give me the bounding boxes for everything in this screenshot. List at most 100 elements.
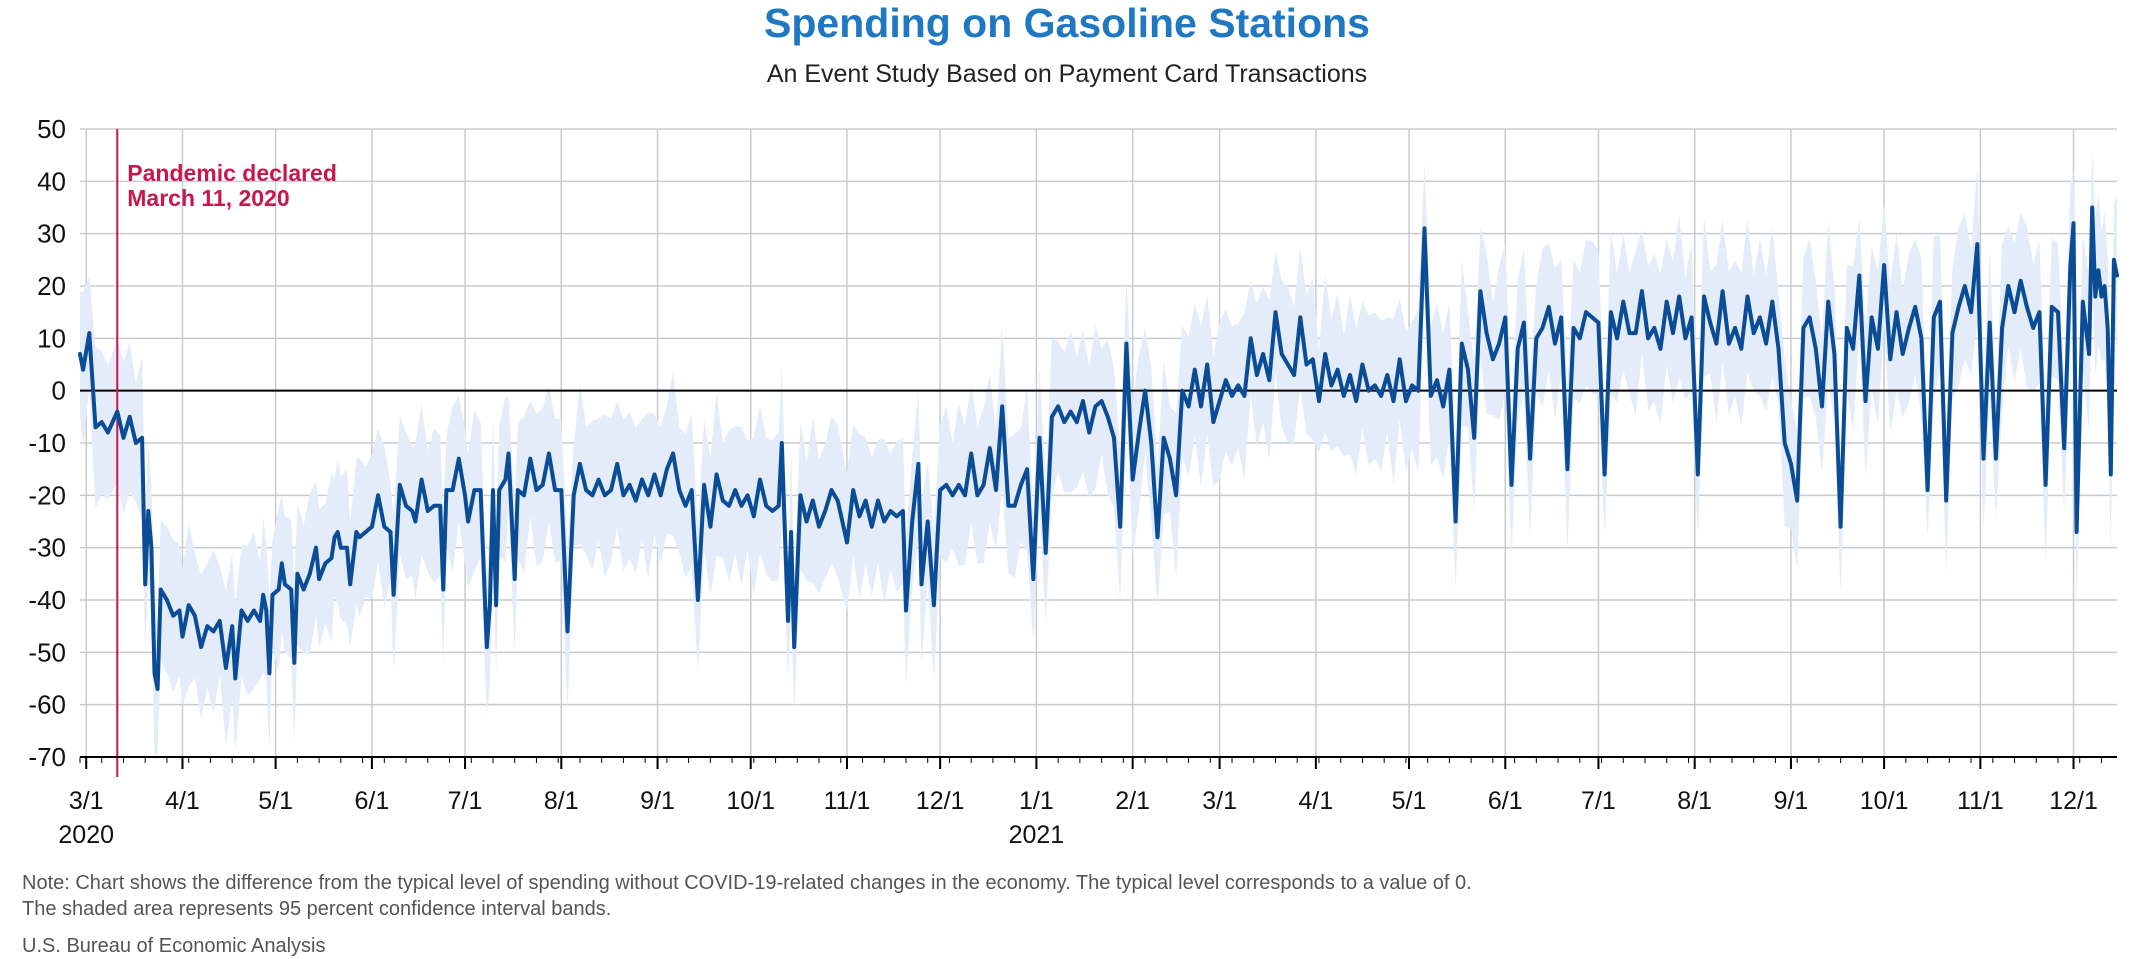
- x-tick-label: 10/1: [1860, 787, 1909, 815]
- data-point: [140, 436, 144, 440]
- data-point: [2068, 263, 2073, 267]
- data-point: [1782, 441, 1787, 445]
- data-point: [665, 467, 669, 472]
- data-point: [1460, 341, 1464, 346]
- data-point: [1236, 383, 1240, 388]
- data-point: [1329, 383, 1334, 388]
- data-point: [994, 488, 998, 492]
- data-point: [1751, 331, 1756, 335]
- source-label: U.S. Bureau of Economic Analysis: [22, 935, 326, 957]
- x-tick-label: 4/1: [165, 787, 200, 815]
- data-point: [1547, 305, 1551, 309]
- data-point: [1224, 378, 1228, 383]
- y-tick-label: 0: [52, 376, 66, 406]
- data-point: [609, 488, 613, 492]
- data-point: [969, 451, 973, 456]
- data-point: [950, 493, 955, 498]
- data-point: [211, 629, 216, 634]
- data-point: [1727, 341, 1731, 346]
- data-point: [2096, 268, 2101, 273]
- data-point: [348, 582, 353, 587]
- data-point: [1658, 347, 1663, 351]
- data-point: [438, 504, 443, 508]
- data-point: [919, 582, 924, 587]
- data-point: [1894, 310, 1899, 315]
- data-point: [388, 530, 393, 534]
- data-point: [652, 472, 657, 477]
- x-tick-label: 5/1: [1392, 787, 1427, 815]
- data-point: [1503, 315, 1508, 320]
- data-point: [739, 504, 744, 508]
- x-tick-label: 5/1: [258, 787, 293, 815]
- data-point: [1373, 383, 1377, 388]
- chart-subtitle: An Event Study Based on Payment Card Tra…: [766, 60, 1368, 88]
- data-point: [1106, 415, 1110, 419]
- data-point: [1578, 336, 1582, 341]
- data-point: [370, 524, 374, 529]
- data-point: [171, 613, 175, 618]
- data-point: [1602, 472, 1607, 477]
- data-point: [146, 509, 151, 513]
- data-point: [1137, 430, 1141, 435]
- y-tick-label: -50: [28, 637, 66, 667]
- data-point: [1708, 320, 1712, 325]
- data-point: [270, 593, 275, 597]
- y-tick-label: -70: [28, 742, 66, 772]
- data-point: [127, 415, 132, 419]
- data-point: [1838, 524, 1843, 529]
- data-point: [1969, 310, 1973, 315]
- data-point: [1379, 394, 1383, 398]
- data-point: [1180, 388, 1185, 393]
- data-point: [1323, 352, 1327, 356]
- data-point: [245, 619, 250, 623]
- x-tick-label: 10/1: [726, 787, 775, 815]
- data-point: [1056, 404, 1060, 409]
- data-point: [1273, 310, 1278, 315]
- data-point: [1764, 341, 1768, 346]
- data-point: [1851, 347, 1855, 351]
- data-point: [1317, 399, 1321, 403]
- data-point: [261, 593, 266, 597]
- data-point: [2102, 284, 2107, 288]
- data-point: [1112, 436, 1116, 440]
- data-point: [1664, 299, 1669, 304]
- y-axis: 50 40 30 20 10 0 -10 -20 -30 -40 -50 -60 -70: [28, 114, 66, 772]
- x-tick-label: 11/1: [824, 787, 871, 815]
- data-point: [233, 676, 238, 681]
- data-point: [792, 645, 796, 649]
- data-point: [258, 619, 262, 623]
- data-point: [1019, 483, 1023, 487]
- data-point: [1006, 504, 1011, 508]
- data-point: [1845, 326, 1849, 330]
- data-point: [1354, 399, 1358, 403]
- data-point: [689, 488, 694, 492]
- data-point: [1168, 456, 1172, 461]
- data-point: [1385, 373, 1390, 377]
- data-point: [1981, 456, 1986, 461]
- data-point: [1733, 326, 1737, 330]
- data-point: [1292, 373, 1296, 377]
- data-point: [289, 587, 294, 592]
- data-point: [1907, 326, 1911, 330]
- data-point: [301, 587, 306, 592]
- data-point: [81, 367, 85, 372]
- data-point: [1248, 336, 1253, 341]
- data-point: [1193, 367, 1197, 372]
- data-point: [224, 666, 228, 670]
- data-point: [2099, 294, 2104, 299]
- data-point: [590, 493, 595, 498]
- data-point: [335, 530, 340, 534]
- data-point: [1199, 404, 1203, 409]
- data-point: [1491, 357, 1495, 362]
- data-point: [317, 577, 321, 581]
- data-point: [1068, 409, 1073, 414]
- data-point: [758, 477, 762, 482]
- data-point: [165, 598, 169, 602]
- y-tick-label: -40: [28, 585, 66, 615]
- data-point: [1820, 404, 1824, 409]
- data-point: [603, 493, 607, 498]
- x-tick-label: 12/1: [2049, 787, 2098, 815]
- data-point: [553, 488, 557, 492]
- data-point: [1565, 467, 1570, 472]
- data-point: [894, 514, 899, 519]
